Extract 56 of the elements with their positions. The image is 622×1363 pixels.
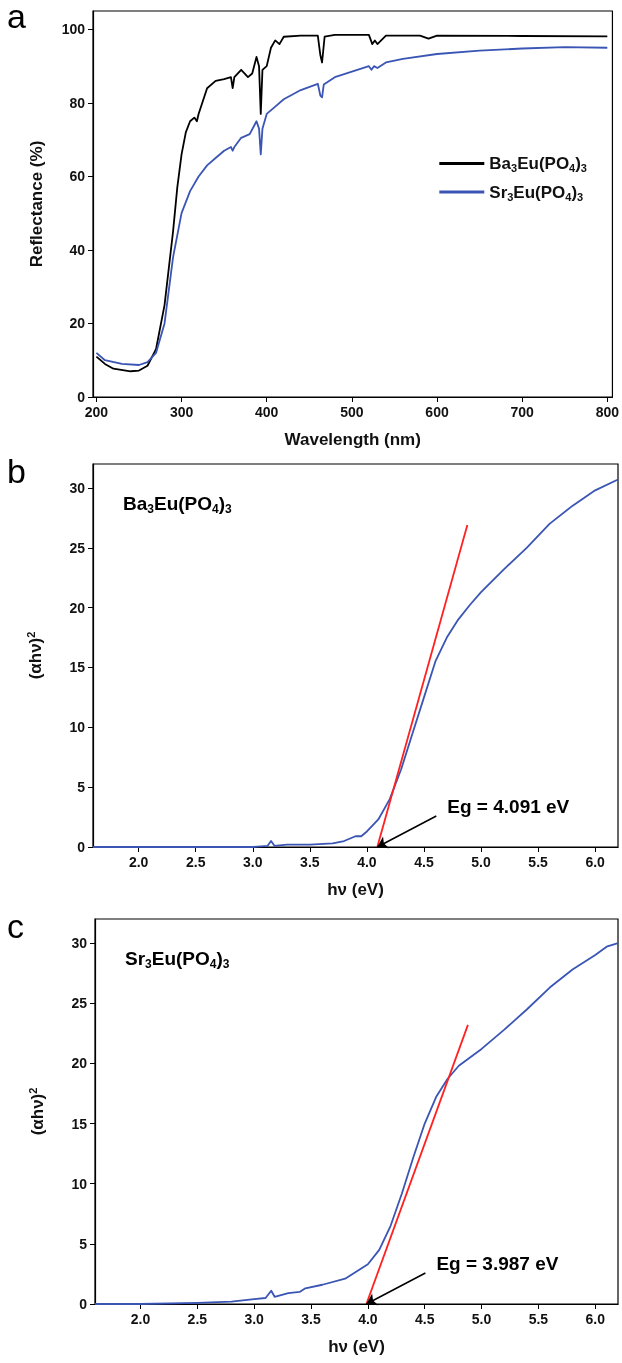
y-tick-label: 10 [69, 719, 86, 736]
x-tick-label: 5.5 [528, 1311, 549, 1327]
x-tick-label: 800 [595, 404, 620, 420]
y-tick-label: 0 [79, 1296, 88, 1312]
x-axis-title: hν (eV) [327, 880, 384, 899]
y-tick-label: 20 [69, 315, 86, 332]
x-tick-label: 5.0 [471, 854, 491, 870]
x-tick-label: 4.0 [357, 854, 377, 870]
x-tick-label: 6.0 [585, 1311, 606, 1327]
y-tick-label: 0 [77, 839, 86, 855]
x-tick-label: 2.5 [185, 854, 206, 870]
x-tick-label: 400 [255, 404, 279, 420]
x-tick-label: 600 [425, 404, 449, 420]
x-tick-label: 3.5 [300, 854, 320, 870]
x-tick-label: 700 [510, 404, 535, 420]
y-tick-label: 30 [69, 479, 86, 496]
x-tick-label: 3.0 [243, 854, 263, 870]
y-tick-label: 5 [77, 779, 86, 796]
x-tick-label: 4.0 [358, 1311, 378, 1327]
y-tick-label: 5 [79, 1235, 88, 1252]
annotation: Eg = 3.987 eV [436, 1253, 559, 1274]
y-tick-label: 80 [69, 94, 86, 111]
x-axis-title: Wavelength (nm) [284, 430, 421, 449]
y-tick-label: 10 [71, 1175, 88, 1192]
x-tick-label: 6.0 [585, 854, 606, 870]
y-axis-title: (αhν)2 [24, 631, 45, 680]
chart-title: a [7, 0, 26, 35]
y-tick-label: 25 [69, 539, 86, 556]
x-tick-label: 3.5 [301, 1311, 321, 1327]
y-tick-label: 60 [69, 168, 86, 185]
y-tick-label: 25 [71, 995, 88, 1012]
x-tick-label: 2.0 [130, 1311, 151, 1327]
y-tick-label: 40 [69, 241, 86, 258]
x-tick-label: 500 [340, 404, 364, 420]
chart-title: c [7, 907, 24, 945]
x-axis-title: hν (eV) [328, 1337, 385, 1356]
x-tick-label: 4.5 [414, 1311, 435, 1327]
y-tick-label: 20 [71, 1055, 88, 1072]
y-tick-label: 15 [69, 659, 86, 676]
chart-title: b [7, 452, 26, 490]
x-tick-label: 3.0 [244, 1311, 265, 1327]
x-tick-label: 2.0 [128, 854, 149, 870]
y-tick-label: 100 [61, 21, 86, 38]
x-tick-label: 5.0 [471, 1311, 492, 1327]
y-tick-label: 30 [71, 935, 88, 952]
x-tick-label: 200 [84, 404, 109, 420]
x-tick-label: 2.5 [187, 1311, 208, 1327]
y-axis-title: Reflectance (%) [27, 140, 46, 268]
annotation: Eg = 4.091 eV [447, 796, 570, 817]
y-tick-label: 15 [71, 1115, 88, 1132]
y-tick-label: 0 [77, 389, 86, 405]
x-tick-label: 300 [169, 404, 194, 420]
x-tick-label: 5.5 [528, 854, 549, 870]
y-tick-label: 20 [69, 599, 86, 616]
x-tick-label: 4.5 [414, 854, 434, 870]
y-axis-title: (αhν)2 [26, 1087, 47, 1136]
